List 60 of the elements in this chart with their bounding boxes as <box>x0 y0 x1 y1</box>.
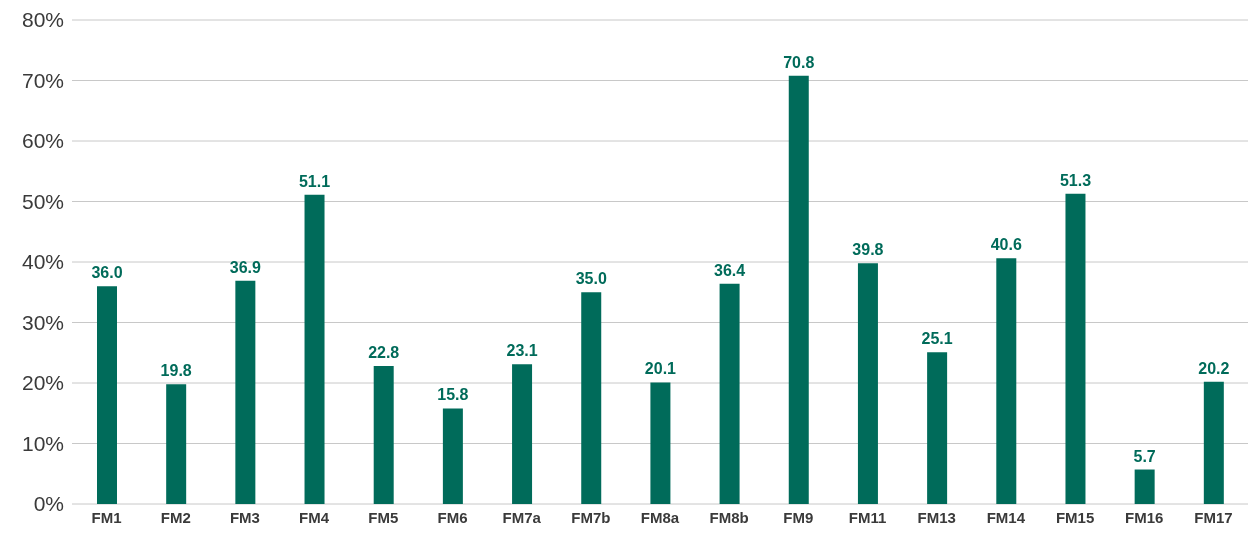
data-label: 70.8 <box>783 53 815 71</box>
data-label: 22.8 <box>368 344 400 362</box>
x-tick-label: FM13 <box>917 508 956 526</box>
bar <box>512 364 533 504</box>
data-label: 5.7 <box>1133 447 1156 465</box>
bar <box>788 75 809 504</box>
bar <box>235 280 256 504</box>
bar <box>1065 193 1086 504</box>
bar <box>373 366 394 504</box>
x-tick-label: FM3 <box>229 508 260 526</box>
y-tick-label: 40% <box>21 250 64 274</box>
bar <box>927 352 948 504</box>
bar <box>581 292 602 504</box>
data-label: 40.6 <box>990 236 1022 254</box>
bar <box>719 283 740 504</box>
data-label: 51.3 <box>1059 171 1092 189</box>
bar <box>1203 381 1224 504</box>
y-tick-label: 80% <box>21 8 64 32</box>
bar <box>650 382 671 504</box>
data-label: 25.1 <box>921 330 953 348</box>
x-tick-label: FM4 <box>299 508 330 526</box>
x-tick-label: FM6 <box>437 508 468 526</box>
bar <box>442 408 463 504</box>
x-tick-label: FM7a <box>502 508 542 526</box>
data-label: 51.1 <box>298 172 331 190</box>
x-tick-label: FM2 <box>160 508 191 526</box>
x-tick-label: FM11 <box>848 508 887 526</box>
x-tick-label: FM14 <box>986 508 1026 526</box>
x-tick-label: FM15 <box>1055 508 1095 526</box>
x-tick-label: FM5 <box>368 508 399 526</box>
bar <box>857 263 878 504</box>
x-tick-label: FM16 <box>1125 508 1164 526</box>
data-label: 39.8 <box>852 241 884 259</box>
bar <box>304 194 325 504</box>
bar <box>166 384 187 504</box>
bar <box>1134 469 1155 504</box>
x-tick-label: FM1 <box>91 508 122 526</box>
y-tick-label: 20% <box>21 371 64 395</box>
x-tick-label: FM17 <box>1194 508 1233 526</box>
data-label: 23.1 <box>506 342 538 360</box>
x-tick-label: FM9 <box>783 508 814 526</box>
bar <box>97 286 117 504</box>
data-label: 15.8 <box>437 386 469 404</box>
y-tick-label: 60% <box>21 129 64 153</box>
data-label: 36.4 <box>714 261 746 279</box>
data-label: 36.0 <box>91 264 123 282</box>
data-label: 20.1 <box>644 360 677 378</box>
data-label: 20.2 <box>1198 359 1230 377</box>
y-tick-label: 50% <box>21 189 64 213</box>
y-tick-label: 30% <box>21 310 64 334</box>
data-label: 35.0 <box>575 270 607 288</box>
y-tick-label: 70% <box>21 68 64 92</box>
bar <box>996 258 1017 504</box>
x-tick-label: FM8a <box>640 508 680 526</box>
data-label: 19.8 <box>160 362 192 380</box>
data-label: 36.9 <box>229 258 262 276</box>
x-tick-label: FM8b <box>709 508 749 526</box>
y-tick-label: 10% <box>21 431 64 455</box>
y-tick-label: 0% <box>33 492 64 516</box>
x-tick-label: FM7b <box>571 508 611 526</box>
